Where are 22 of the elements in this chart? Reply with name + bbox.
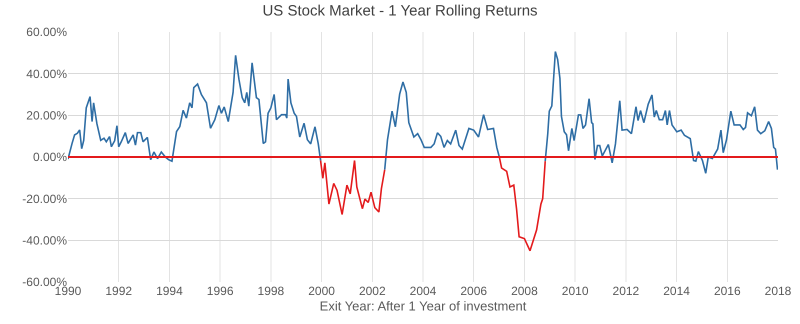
x-tick-label: 2000 bbox=[308, 284, 336, 298]
x-tick-label: 1996 bbox=[206, 284, 234, 298]
y-tick-label: -20.00% bbox=[22, 192, 68, 206]
x-axis-title: Exit Year: After 1 Year of investment bbox=[320, 298, 527, 314]
x-tick-label: 2014 bbox=[663, 284, 690, 298]
x-tick-label: 2008 bbox=[511, 284, 538, 298]
x-tick-label: 2004 bbox=[410, 284, 437, 298]
chart-title: US Stock Market - 1 Year Rolling Returns bbox=[262, 2, 538, 20]
x-tick-label: 2016 bbox=[714, 284, 741, 298]
x-tick-label: 1992 bbox=[105, 284, 132, 298]
y-tick-label: 20.00% bbox=[26, 108, 68, 123]
y-tick-label: 60.00% bbox=[26, 25, 68, 40]
x-tick-label: 1998 bbox=[258, 284, 285, 298]
x-tick-label: 2012 bbox=[612, 284, 640, 298]
x-tick-label: 2018 bbox=[764, 284, 792, 298]
y-tick-label: 0.00% bbox=[32, 150, 68, 164]
y-tick-label: 40.00% bbox=[26, 66, 68, 81]
y-tick-label: -40.00% bbox=[22, 234, 68, 248]
x-tick-label: 2006 bbox=[460, 284, 488, 298]
x-tick-label: 2010 bbox=[562, 284, 589, 298]
x-tick-label: 2002 bbox=[358, 284, 386, 298]
x-tick-label: 1994 bbox=[156, 284, 184, 298]
